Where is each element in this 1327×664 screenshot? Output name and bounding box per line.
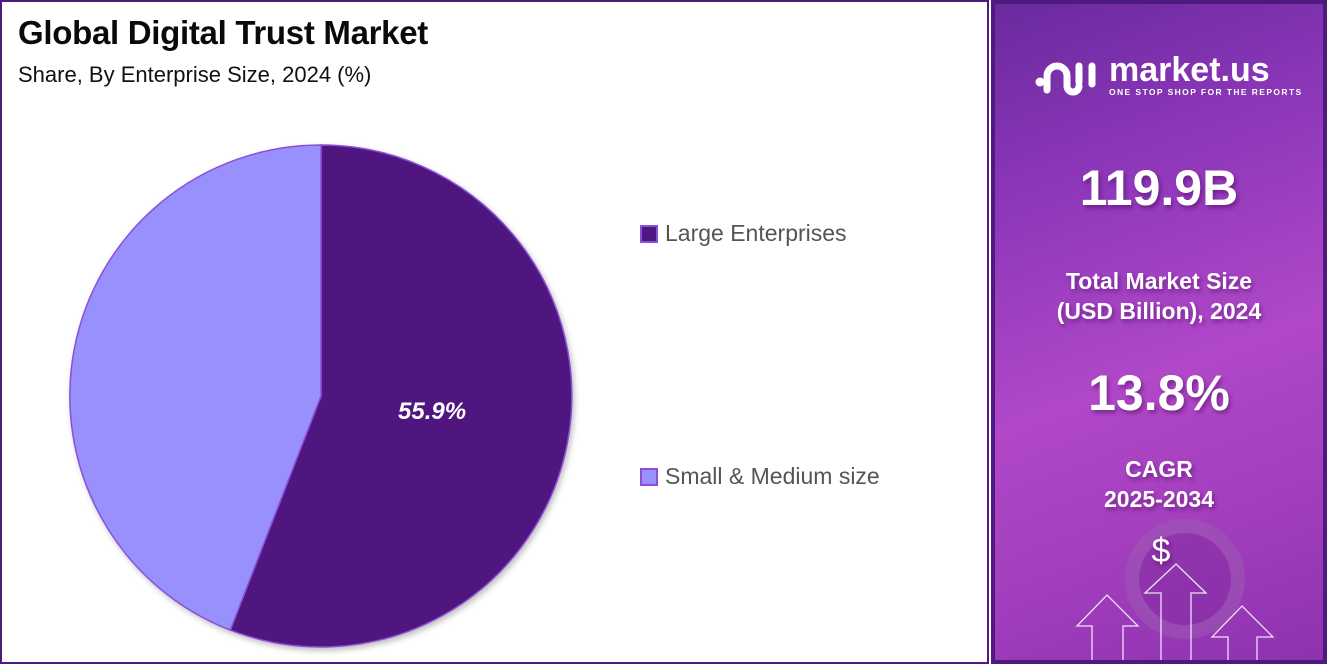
dollar-icon: $ [1151,532,1171,570]
legend-label: Small & Medium size [665,463,880,489]
chart-panel: Global Digital Trust Market Share, By En… [0,0,989,664]
legend-label: Large Enterprises [665,220,847,246]
pie-svg [69,144,573,648]
pie-chart [62,137,582,657]
slice-value-label: 55.9% [398,398,467,425]
legend-swatch-icon [640,224,658,243]
logo-tagline: ONE STOP SHOP FOR THE REPORTS [1109,87,1303,97]
cagr-label-line2: 2025-2034 [1104,486,1214,512]
chart-title: Global Digital Trust Market [18,14,428,51]
pie-slice-small-medium[interactable] [69,144,322,632]
logo-name: market.us [1109,51,1270,89]
legend-swatch-icon [640,467,658,486]
market-size-value: 119.9B [1079,160,1239,216]
chart-subtitle: Share, By Enterprise Size, 2024 (%) [18,62,372,87]
logo-mark-icon [1035,62,1096,96]
growth-arrows-icon [1075,563,1275,660]
cagr-value: 13.8% [1088,365,1230,421]
cagr-label-line1: CAGR [1125,456,1193,482]
pie-slice-large-enterprises[interactable] [229,144,573,648]
legend-item-small-medium[interactable]: Small & Medium size [640,463,880,490]
market-size-label-line1: Total Market Size [1065,268,1253,294]
market-size-label-line2: (USD Billion), 2024 [1056,298,1262,324]
legend-item-large-enterprises[interactable]: Large Enterprises [640,220,847,247]
marketus-logo[interactable]: market.us ONE STOP SHOP FOR THE REPORTS [1035,52,1303,100]
stats-sidebar: market.us ONE STOP SHOP FOR THE REPORTS … [991,0,1327,664]
